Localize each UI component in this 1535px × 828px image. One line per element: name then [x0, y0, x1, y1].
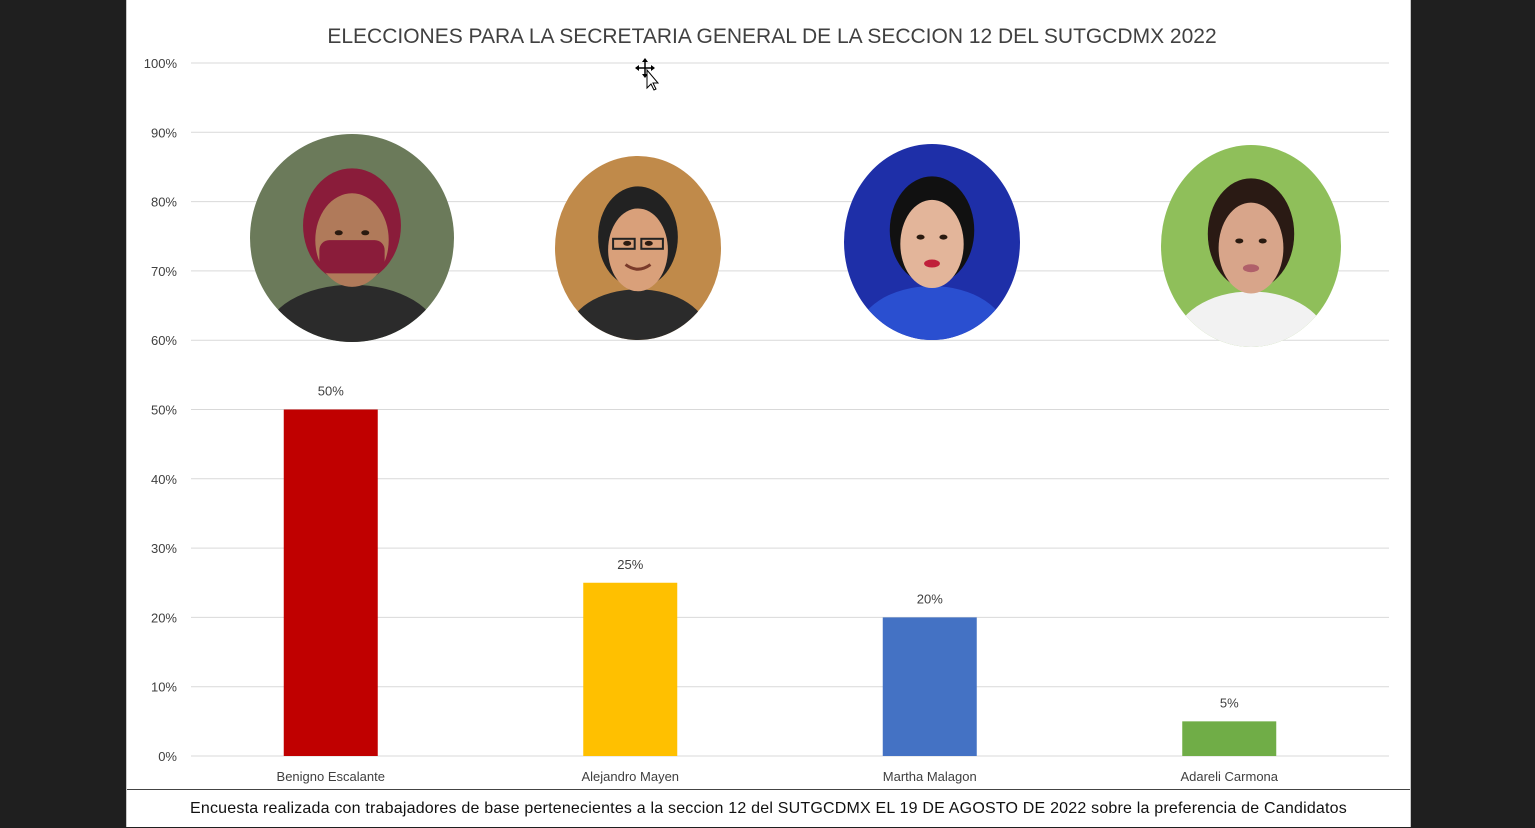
y-tick-label: 70%: [151, 264, 177, 279]
portrait-man-glasses-icon: [555, 156, 721, 340]
x-tick-label: Martha Malagon: [883, 769, 977, 784]
portrait-man-mask-icon: [250, 134, 454, 342]
chart-frame: ELECCIONES PARA LA SECRETARIA GENERAL DE…: [126, 0, 1411, 827]
bar: [283, 409, 378, 756]
bar: [583, 582, 678, 756]
y-tick-label: 10%: [151, 680, 177, 695]
bars: [283, 409, 1277, 756]
y-tick-label: 90%: [151, 125, 177, 140]
data-label: 20%: [917, 591, 943, 606]
y-tick-label: 100%: [144, 56, 178, 71]
bar: [1182, 721, 1277, 756]
y-tick-label: 0%: [158, 749, 177, 764]
y-tick-label: 50%: [151, 403, 177, 418]
data-label: 25%: [617, 557, 643, 572]
y-tick-label: 80%: [151, 195, 177, 210]
portrait-woman-smile-icon: [1161, 145, 1341, 347]
x-tick-label: Benigno Escalante: [277, 769, 385, 784]
move-cursor-icon: [635, 58, 660, 91]
y-tick-label: 40%: [151, 472, 177, 487]
y-tick-label: 60%: [151, 333, 177, 348]
portrait-woman-dark-hair-icon: [844, 144, 1020, 340]
data-label: 50%: [318, 384, 344, 399]
y-tick-label: 30%: [151, 541, 177, 556]
x-tick-label: Adareli Carmona: [1180, 769, 1278, 784]
gridlines: [191, 62, 1389, 757]
candidate-photos: [250, 134, 1341, 347]
labels: 0% 10% 20% 30% 40% 50% 60% 70% 80% 90% 100% 50% Beni…: [144, 56, 1279, 784]
footer-note: Encuesta realizada con trabajadores de b…: [127, 789, 1410, 828]
y-tick-label: 20%: [151, 610, 177, 625]
bar-chart: ELECCIONES PARA LA SECRETARIA GENERAL DE…: [144, 25, 1389, 784]
bar: [882, 617, 977, 756]
data-label: 5%: [1220, 695, 1239, 710]
x-tick-label: Alejandro Mayen: [581, 769, 679, 784]
chart-title: ELECCIONES PARA LA SECRETARIA GENERAL DE…: [327, 25, 1216, 48]
